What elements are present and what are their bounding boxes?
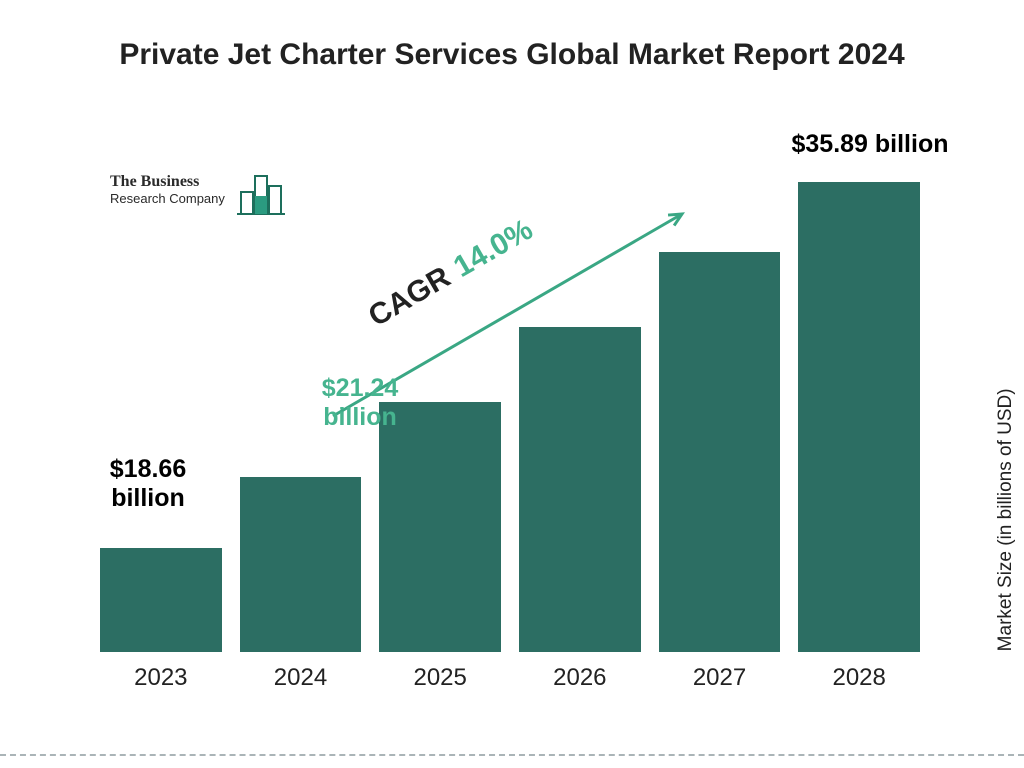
bar xyxy=(798,182,920,652)
y-axis-label: Market Size (in billions of USD) xyxy=(995,388,1017,651)
x-axis-label: 2028 xyxy=(832,664,885,692)
x-axis-label: 2024 xyxy=(274,664,327,692)
bar-slot: 2026 xyxy=(519,327,641,652)
bar xyxy=(100,548,222,652)
bar-slot: 2024 xyxy=(240,477,362,652)
value-label: $21.24 billion xyxy=(300,374,420,432)
footer-dashline xyxy=(0,754,1024,756)
value-label: $18.66 billion xyxy=(88,455,208,513)
bar-slot: 2023 xyxy=(100,548,222,652)
bar-slot: 2028 xyxy=(798,182,920,652)
bar xyxy=(519,327,641,652)
x-axis-label: 2025 xyxy=(413,664,466,692)
value-label: $35.89 billion xyxy=(770,130,970,159)
chart-title: Private Jet Charter Services Global Mark… xyxy=(0,36,1024,74)
x-axis-label: 2026 xyxy=(553,664,606,692)
bar xyxy=(379,402,501,652)
x-axis-label: 2027 xyxy=(693,664,746,692)
x-axis-label: 2023 xyxy=(134,664,187,692)
bar-slot: 2025 xyxy=(379,402,501,652)
bar xyxy=(240,477,362,652)
bar-slot: 2027 xyxy=(659,252,781,652)
bar xyxy=(659,252,781,652)
